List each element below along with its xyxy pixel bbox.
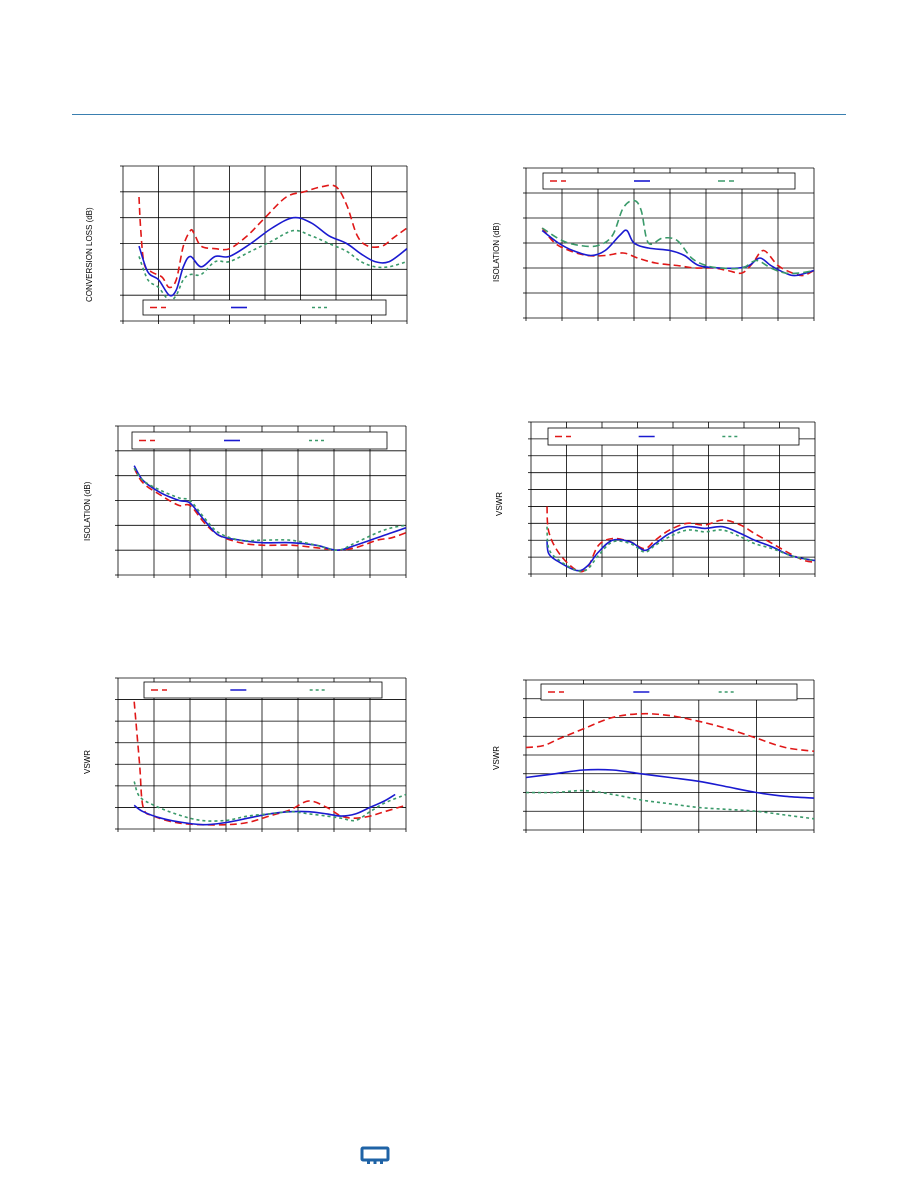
grid bbox=[115, 425, 407, 578]
series-line-blue bbox=[541, 229, 815, 277]
legend-box bbox=[542, 172, 796, 190]
legend-box bbox=[142, 299, 387, 316]
series-line-red bbox=[133, 467, 407, 552]
legend-box bbox=[540, 683, 798, 701]
legend bbox=[542, 172, 796, 190]
legend bbox=[547, 427, 800, 446]
legend bbox=[540, 683, 798, 701]
series-line-blue bbox=[138, 216, 408, 297]
series-line-green bbox=[525, 789, 815, 820]
series-line-red bbox=[525, 712, 815, 753]
grid bbox=[523, 167, 815, 321]
grid bbox=[115, 677, 407, 832]
minicircuits-logo-icon bbox=[360, 1146, 390, 1164]
series-line-blue bbox=[133, 465, 407, 552]
series-line-blue bbox=[525, 768, 815, 799]
legend-box bbox=[547, 427, 800, 446]
header-rule bbox=[72, 114, 846, 115]
series-line-green bbox=[541, 199, 815, 275]
grid bbox=[120, 165, 408, 324]
legend bbox=[142, 299, 387, 316]
legend bbox=[143, 681, 383, 699]
series-line-blue bbox=[546, 525, 816, 572]
series-line-red bbox=[546, 506, 816, 573]
series-line-green bbox=[546, 526, 816, 573]
series-line-green bbox=[133, 781, 407, 822]
legend bbox=[131, 431, 388, 450]
series-line-red bbox=[138, 184, 408, 289]
grid bbox=[523, 679, 815, 833]
series-line-red bbox=[541, 227, 815, 277]
legend-box bbox=[131, 431, 388, 450]
legend-box bbox=[143, 681, 383, 699]
grid bbox=[528, 421, 816, 577]
